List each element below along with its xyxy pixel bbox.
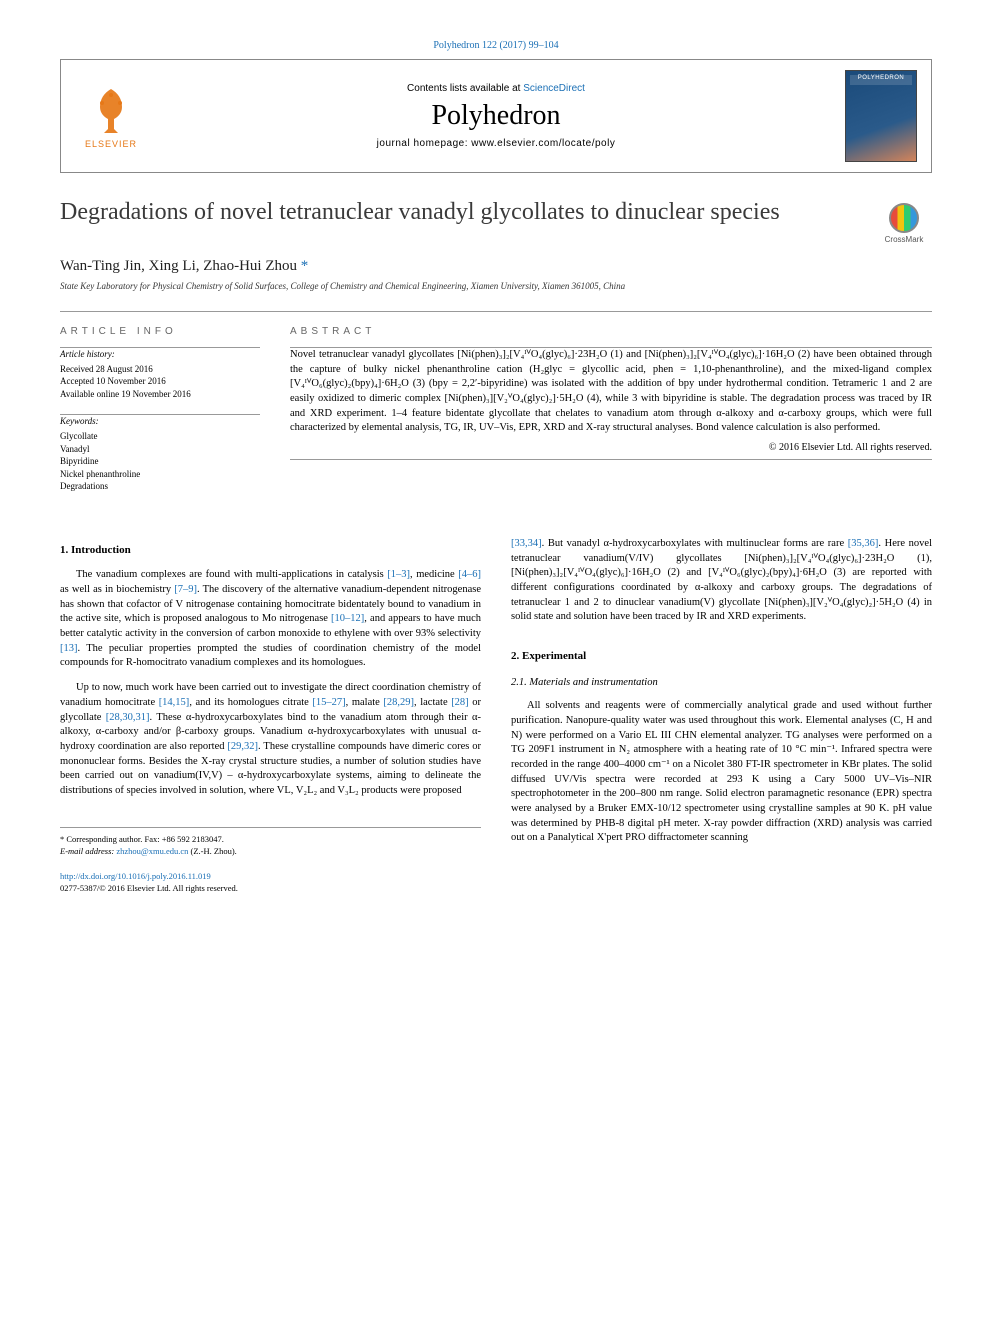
ref-link[interactable]: [29,32] xyxy=(227,741,258,752)
issn-copyright: 0277-5387/© 2016 Elsevier Ltd. All right… xyxy=(60,883,481,895)
ref-link[interactable]: [4–6] xyxy=(458,569,481,580)
article-title: Degradations of novel tetranuclear vanad… xyxy=(60,197,856,227)
crossmark-label: CrossMark xyxy=(885,235,924,244)
ref-link[interactable]: [10–12] xyxy=(331,613,364,624)
article-info-heading: ARTICLE INFO xyxy=(60,326,260,337)
footnote-block: * Corresponding author. Fax: +86 592 218… xyxy=(60,827,481,858)
contents-line: Contents lists available at ScienceDirec… xyxy=(147,83,845,94)
ref-link[interactable]: [33,34] xyxy=(511,538,542,549)
journal-header-box: ELSEVIER Contents lists available at Sci… xyxy=(60,59,932,173)
divider xyxy=(60,311,932,312)
ref-link[interactable]: [28] xyxy=(451,697,469,708)
ref-link[interactable]: [28,30,31] xyxy=(106,712,150,723)
citation-header: Polyhedron 122 (2017) 99–104 xyxy=(60,40,932,51)
section-1-heading: 1. Introduction xyxy=(60,543,481,558)
abstract-column: ABSTRACT Novel tetranuclear vanadyl glyc… xyxy=(290,326,932,507)
article-info-column: ARTICLE INFO Article history: Received 2… xyxy=(60,326,260,507)
crossmark-widget[interactable]: CrossMark xyxy=(876,203,932,244)
ref-link[interactable]: [7–9] xyxy=(174,584,197,595)
doi-link[interactable]: http://dx.doi.org/10.1016/j.poly.2016.11… xyxy=(60,871,211,881)
abstract-heading: ABSTRACT xyxy=(290,326,932,337)
right-column: [33,34]. But vanadyl α-hydroxycarboxylat… xyxy=(511,537,932,895)
affiliation: State Key Laboratory for Physical Chemis… xyxy=(60,281,932,291)
authors-line: Wan-Ting Jin, Xing Li, Zhao-Hui Zhou * xyxy=(60,258,932,275)
elsevier-tree-icon xyxy=(84,83,138,137)
homepage-url[interactable]: www.elsevier.com/locate/poly xyxy=(471,138,615,149)
journal-cover-thumbnail[interactable]: POLYHEDRON xyxy=(845,70,917,162)
abstract-copyright: © 2016 Elsevier Ltd. All rights reserved… xyxy=(290,442,932,453)
section-2-heading: 2. Experimental xyxy=(511,649,932,664)
footer-block: http://dx.doi.org/10.1016/j.poly.2016.11… xyxy=(60,871,481,895)
ref-link[interactable]: [14,15] xyxy=(159,697,190,708)
sciencedirect-link[interactable]: ScienceDirect xyxy=(523,83,585,94)
publisher-logo[interactable]: ELSEVIER xyxy=(75,77,147,155)
author-email-link[interactable]: zhzhou@xmu.edu.cn xyxy=(116,846,188,856)
publisher-name: ELSEVIER xyxy=(85,139,137,149)
intro-para-1: The vanadium complexes are found with mu… xyxy=(60,568,481,671)
intro-para-2-cont: [33,34]. But vanadyl α-hydroxycarboxylat… xyxy=(511,537,932,625)
keywords-block: Keywords: Glycollate Vanadyl Bipyridine … xyxy=(60,415,260,493)
ref-link[interactable]: [1–3] xyxy=(387,569,410,580)
corresponding-author-footnote: * Corresponding author. Fax: +86 592 218… xyxy=(60,834,481,846)
experimental-para-1: All solvents and reagents were of commer… xyxy=(511,699,932,846)
left-column: 1. Introduction The vanadium complexes a… xyxy=(60,537,481,895)
ref-link[interactable]: [13] xyxy=(60,643,78,654)
intro-para-2: Up to now, much work have been carried o… xyxy=(60,681,481,799)
ref-link[interactable]: [15–27] xyxy=(312,697,345,708)
ref-link[interactable]: [28,29] xyxy=(383,697,414,708)
crossmark-icon xyxy=(889,203,919,233)
abstract-text: Novel tetranuclear vanadyl glycollates [… xyxy=(290,348,932,436)
journal-title: Polyhedron xyxy=(147,100,845,132)
section-2-1-heading: 2.1. Materials and instrumentation xyxy=(511,676,932,691)
citation-link[interactable]: Polyhedron 122 (2017) 99–104 xyxy=(433,40,558,51)
corresponding-author-marker[interactable]: * xyxy=(301,258,309,274)
article-history-block: Article history: Received 28 August 2016… xyxy=(60,348,260,400)
cover-label: POLYHEDRON xyxy=(846,75,916,81)
ref-link[interactable]: [35,36] xyxy=(848,538,879,549)
homepage-line: journal homepage: www.elsevier.com/locat… xyxy=(147,138,845,149)
